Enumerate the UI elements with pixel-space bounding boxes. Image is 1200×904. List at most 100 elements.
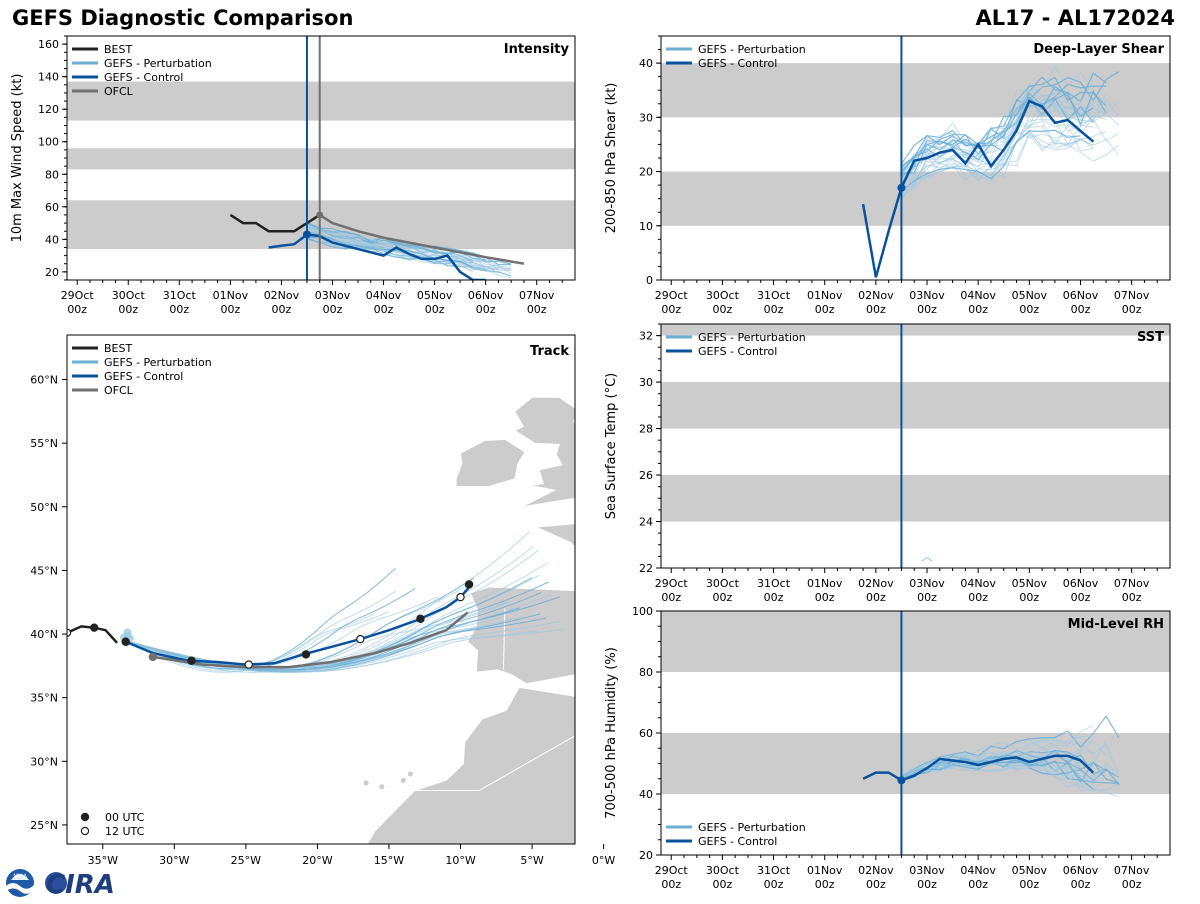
x-tick-label: 06Nov bbox=[1063, 864, 1099, 877]
x-tick-label: 30Oct bbox=[706, 577, 740, 590]
x-tick-label: 00z bbox=[968, 878, 988, 891]
control-track-marker bbox=[244, 660, 253, 669]
panel-title: SST bbox=[1137, 330, 1164, 345]
lon-tick-label: 20°W bbox=[302, 854, 332, 867]
y-tick-label: 30 bbox=[639, 376, 653, 389]
x-tick-label: 07Nov bbox=[519, 289, 555, 302]
x-tick-label: 00z bbox=[527, 303, 547, 316]
y-tick-label: 20 bbox=[639, 166, 653, 179]
control-track-marker bbox=[121, 637, 130, 646]
perturbation-line bbox=[901, 66, 1094, 167]
storm-id: AL17 - AL172024 bbox=[975, 6, 1176, 30]
x-tick-label: 00z bbox=[968, 591, 988, 604]
marker-legend-symbol bbox=[80, 826, 90, 836]
best-track-marker bbox=[89, 623, 99, 632]
x-tick-label: 00z bbox=[1071, 303, 1091, 316]
x-tick-label: 05Nov bbox=[1012, 577, 1048, 590]
x-tick-label: 00z bbox=[661, 591, 681, 604]
x-tick-label: 29Oct bbox=[655, 864, 689, 877]
perturbation-line bbox=[901, 735, 1094, 778]
noaa-wave-icon bbox=[6, 883, 34, 894]
panel-title: Mid-Level RH bbox=[1068, 617, 1164, 632]
great-britain-land bbox=[514, 396, 575, 508]
perturbation-line bbox=[900, 72, 1107, 165]
series-ofcl bbox=[319, 213, 525, 265]
x-tick-label: 30Oct bbox=[706, 289, 740, 302]
legend-label: GEFS - Perturbation bbox=[698, 43, 806, 56]
x-tick-label: 06Nov bbox=[1063, 289, 1099, 302]
control-init-marker bbox=[302, 230, 311, 239]
shaded-band bbox=[661, 611, 1170, 672]
lon-tick-label: 15°W bbox=[374, 854, 404, 867]
panel-rh: 2040608010029Oct00z30Oct00z31Oct00z01Nov… bbox=[604, 605, 1171, 891]
panel-title: Deep-Layer Shear bbox=[1033, 42, 1164, 57]
legend-label: GEFS - Control bbox=[698, 835, 777, 848]
lat-tick-label: 40°N bbox=[30, 628, 58, 641]
marker-legend-label: 00 UTC bbox=[105, 811, 145, 824]
cira-globe-icon bbox=[45, 872, 67, 894]
x-tick-label: 02Nov bbox=[858, 864, 894, 877]
x-tick-label: 00z bbox=[712, 591, 732, 604]
x-tick-label: 05Nov bbox=[1012, 864, 1048, 877]
x-tick-label: 00z bbox=[866, 591, 886, 604]
shaded-band bbox=[661, 324, 1170, 336]
y-tick-label: 100 bbox=[38, 136, 59, 149]
control-track-marker bbox=[464, 580, 474, 589]
shaded-band bbox=[661, 475, 1170, 522]
x-tick-label: 00z bbox=[1122, 591, 1142, 604]
perturbation-line bbox=[306, 222, 512, 265]
x-tick-label: 00z bbox=[866, 878, 886, 891]
legend-label: GEFS - Perturbation bbox=[698, 821, 806, 834]
x-tick-label: 01Nov bbox=[807, 577, 843, 590]
x-tick-label: 29Oct bbox=[655, 577, 689, 590]
legend-label: GEFS - Control bbox=[698, 57, 777, 70]
perturbation-line bbox=[901, 759, 1094, 790]
island bbox=[407, 771, 413, 777]
y-tick-label: 40 bbox=[639, 57, 653, 70]
y-tick-label: 28 bbox=[639, 423, 653, 436]
y-tick-label: 32 bbox=[639, 330, 653, 343]
noaa-bird-icon bbox=[11, 874, 29, 880]
plot-area bbox=[661, 324, 1170, 568]
x-tick-label: 00z bbox=[815, 303, 835, 316]
control-track-marker bbox=[356, 634, 365, 644]
figure-title: GEFS Diagnostic Comparison bbox=[12, 6, 354, 30]
x-tick-label: 00z bbox=[323, 303, 343, 316]
x-tick-label: 01Nov bbox=[807, 289, 843, 302]
perturbation-line bbox=[901, 103, 1094, 181]
lon-tick-label: 30°W bbox=[159, 854, 189, 867]
x-tick-label: 03Nov bbox=[315, 289, 351, 302]
perturbation-line bbox=[901, 758, 1120, 785]
logo-svg: NOAA CIRA bbox=[6, 869, 115, 900]
x-tick-label: 07Nov bbox=[1114, 289, 1150, 302]
legend-label: GEFS - Perturbation bbox=[104, 356, 212, 369]
perturbation-line bbox=[306, 231, 486, 271]
x-tick-label: 02Nov bbox=[858, 289, 894, 302]
x-tick-label: 30Oct bbox=[112, 289, 146, 302]
perturbation-line bbox=[900, 131, 1107, 197]
x-tick-label: 00z bbox=[1071, 591, 1091, 604]
x-tick-label: 01Nov bbox=[213, 289, 249, 302]
x-tick-label: 00z bbox=[1019, 303, 1039, 316]
country-border bbox=[478, 734, 575, 791]
y-tick-label: 22 bbox=[639, 562, 653, 575]
ofcl-track-marker bbox=[148, 652, 158, 662]
x-tick-label: 00z bbox=[169, 303, 189, 316]
x-tick-label: 00z bbox=[476, 303, 496, 316]
noaa-text: NOAA bbox=[13, 873, 27, 879]
x-tick-label: 01Nov bbox=[807, 864, 843, 877]
y-tick-label: 60 bbox=[45, 201, 59, 214]
perturbation-line bbox=[900, 129, 1120, 197]
x-tick-label: 00z bbox=[374, 303, 394, 316]
y-tick-label: 0 bbox=[646, 274, 653, 287]
perturbation-line bbox=[901, 761, 1119, 797]
marker-legend-symbol bbox=[80, 812, 90, 822]
legend-label: OFCL bbox=[104, 85, 134, 98]
y-axis-label: 200-850 hPa Shear (kt) bbox=[604, 83, 619, 234]
perturbation-line bbox=[901, 133, 1094, 198]
lon-tick-label: 25°W bbox=[231, 854, 261, 867]
plot-area bbox=[661, 36, 1170, 280]
x-tick-label: 00z bbox=[1019, 591, 1039, 604]
country-border bbox=[502, 608, 506, 670]
